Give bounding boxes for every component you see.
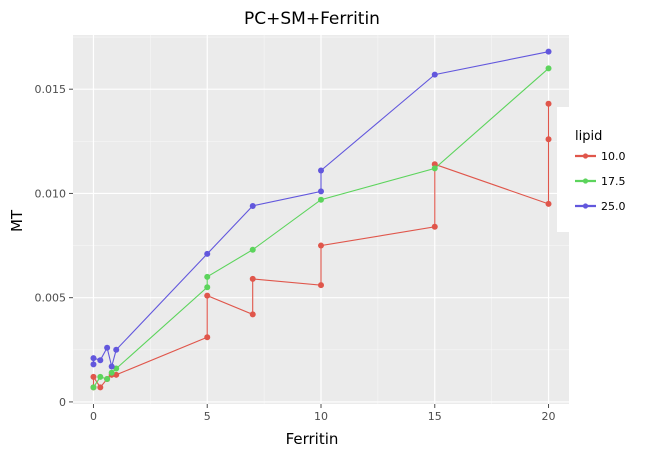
data-point-25.0 [318, 167, 324, 174]
axis-ticks: 0 5 10 15 20 0 0.005 0.010 0.015 [35, 83, 556, 423]
y-tick-label: 0.015 [35, 83, 67, 96]
legend-label: 17.5 [601, 175, 626, 188]
data-point-17.5 [318, 196, 324, 203]
data-point-10.0 [113, 371, 120, 378]
data-point-17.5 [90, 384, 97, 391]
data-point-25.0 [113, 346, 120, 353]
legend-key-point [582, 153, 589, 159]
data-point-25.0 [104, 344, 111, 351]
data-point-10.0 [204, 334, 211, 341]
data-point-25.0 [97, 357, 104, 364]
legend: lipid 10.0 17.5 25.0 [557, 107, 654, 232]
data-point-17.5 [97, 373, 104, 380]
x-axis-title: Ferritin [286, 430, 339, 448]
data-point-17.5 [545, 65, 552, 72]
grid-lines [73, 35, 569, 404]
data-point-10.0 [249, 311, 256, 318]
data-point-25.0 [249, 202, 256, 209]
data-point-17.5 [431, 165, 438, 172]
data-point-17.5 [249, 246, 256, 253]
x-tick-label: 0 [90, 410, 97, 423]
data-point-17.5 [104, 375, 111, 382]
x-tick-label: 5 [204, 410, 211, 423]
data-point-10.0 [545, 100, 552, 107]
data-point-17.5 [204, 284, 211, 291]
data-point-10.0 [249, 275, 256, 282]
data-point-10.0 [431, 223, 438, 230]
data-point-25.0 [204, 250, 211, 257]
legend-label: 10.0 [601, 150, 626, 163]
data-point-25.0 [90, 361, 97, 368]
legend-label: 25.0 [601, 200, 626, 213]
data-point-17.5 [113, 365, 120, 372]
x-tick-label: 20 [542, 410, 556, 423]
data-point-17.5 [204, 273, 211, 280]
legend-key-point [582, 203, 589, 209]
data-point-25.0 [545, 48, 552, 55]
y-axis-title: MT [8, 209, 26, 232]
data-point-10.0 [545, 200, 552, 207]
data-point-25.0 [108, 363, 115, 370]
x-tick-label: 15 [428, 410, 442, 423]
y-tick-label: 0.010 [35, 187, 67, 200]
y-tick-label: 0.005 [35, 292, 67, 305]
chart-title: PC+SM+Ferritin [244, 9, 380, 29]
data-point-25.0 [318, 188, 324, 195]
x-tick-label: 10 [314, 410, 328, 423]
data-points [90, 48, 552, 391]
data-point-25.0 [431, 71, 438, 78]
data-point-10.0 [204, 292, 211, 299]
data-point-10.0 [431, 161, 438, 168]
data-point-25.0 [90, 355, 97, 362]
legend-keys: 10.0 17.5 25.0 [575, 150, 626, 213]
data-point-10.0 [318, 242, 324, 249]
data-point-10.0 [97, 384, 104, 391]
data-point-10.0 [90, 373, 97, 380]
data-point-17.5 [108, 369, 115, 376]
y-tick-label: 0 [59, 396, 66, 409]
legend-background [557, 107, 654, 232]
legend-key-point [582, 178, 589, 184]
data-point-10.0 [545, 136, 552, 143]
data-point-10.0 [318, 282, 324, 289]
legend-title: lipid [575, 129, 602, 144]
